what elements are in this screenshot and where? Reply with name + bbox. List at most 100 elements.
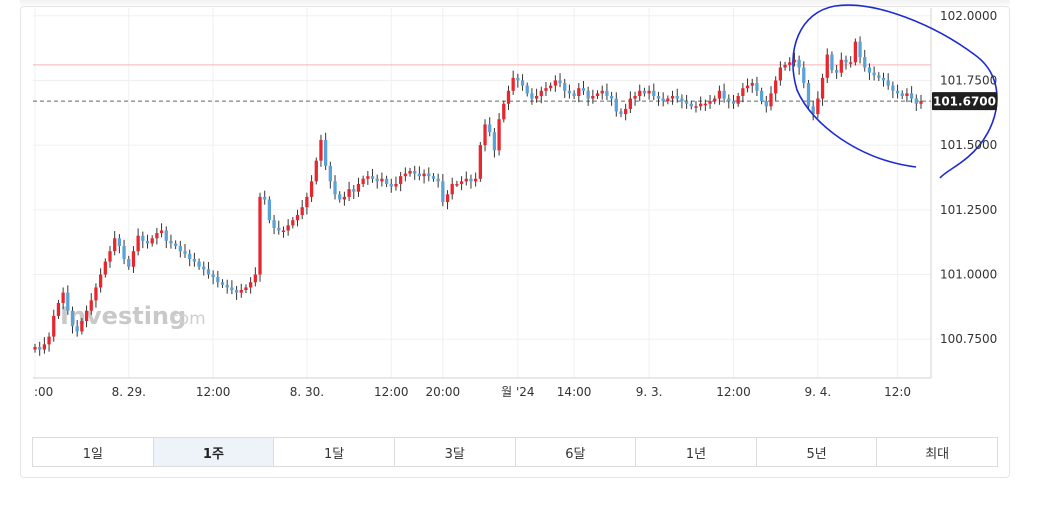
candle-body [497,119,501,151]
candle-body [56,302,61,316]
candle-body [441,181,445,203]
range-button-1[interactable]: 1주 [152,438,274,466]
candle-body [661,98,665,102]
range-button-2[interactable]: 1달 [273,438,394,466]
candle-body [872,72,876,76]
candle-body [717,90,722,99]
candle-body [666,98,670,102]
candle-body [572,93,576,96]
candle-body [534,95,539,99]
annotation-circle [792,4,998,179]
candle-body [600,90,604,94]
candle-body [272,220,276,228]
candle-body [84,310,89,322]
candle-body [253,274,257,283]
candle-body [675,95,679,99]
candle-body [863,57,867,68]
candle-body [750,83,754,86]
candle-body [774,80,778,94]
axis-labels: 102.0000 101.7500 101.5000 101.2500 101.0000… [34,9,997,399]
candle-body [909,93,914,99]
candle-body [558,80,562,84]
candle-body [844,59,848,63]
candle-body [202,266,206,270]
candle-body [684,101,689,104]
range-button-4[interactable]: 6달 [514,438,636,466]
candle-body [380,178,384,182]
candle-body [178,246,182,252]
x-tick-label: 12:00 [716,385,751,399]
candle-body [347,189,351,197]
candle-body [295,214,300,221]
candle-body [220,282,225,285]
candle-body [689,103,693,107]
candle-body [628,98,632,109]
range-button-3[interactable]: 3달 [393,438,515,466]
candle-body [539,90,543,96]
y-tick-label: 100.7500 [940,332,997,346]
candle-body [61,292,65,303]
candle-body [328,165,332,182]
candle-body [783,64,787,68]
candle-body [788,62,792,65]
candle-body [464,178,468,182]
x-tick-label: 20:00 [426,385,461,399]
candle-body [670,95,675,99]
candle-body [895,90,900,94]
candle-body [70,310,75,327]
candle-body [825,54,829,78]
y-tick-label: 101.7500 [940,73,997,87]
candle-body [530,93,534,99]
candle-body [591,95,595,99]
candle-body [389,183,393,187]
candle-body [544,88,548,91]
chart-card [20,6,1010,478]
candle-body [281,230,286,233]
candle-body [581,88,586,91]
candle-body [656,95,661,99]
candle-body [352,189,356,192]
candle-body [919,101,923,104]
range-button-5[interactable]: 1년 [635,438,756,466]
candle-body [52,315,56,337]
candle-body [577,88,581,96]
candle-body [839,59,843,73]
candle-body [680,98,684,102]
candle-body [478,145,482,179]
x-tick-label: 8. 30. [290,385,324,399]
candle-body [324,139,328,166]
candle-body [755,83,759,91]
candle-body [230,287,234,291]
candle-body [103,261,107,275]
grid-lines [33,8,931,378]
candle-body [173,243,178,247]
candle-body [309,181,314,197]
candle-body [94,287,98,301]
range-button-0[interactable]: 1일 [82,446,103,462]
candle-body [248,282,253,288]
candle-body [633,95,637,99]
candle-body [356,183,361,192]
candle-body [38,346,42,350]
candle-body [849,62,853,64]
candle-body [127,258,131,267]
watermark-suffix: .com [164,309,206,329]
axes [33,8,932,379]
candle-body [422,173,426,177]
candle-body [122,246,126,259]
range-button-6[interactable]: 5년 [755,438,877,466]
range-button-7[interactable]: 최대 [876,438,997,466]
candle-body [450,183,454,195]
candle-body [361,178,365,184]
candle-body [117,238,122,247]
candle-body [511,77,515,91]
candle-body [258,196,262,275]
candle-body [263,196,267,200]
candle-body [164,230,168,241]
candle-body [366,176,370,179]
candle-body [42,344,47,350]
candle-body [900,93,904,96]
x-tick-label: 8. 29. [112,385,146,399]
candle-body [300,207,304,215]
candle-body [384,178,389,184]
